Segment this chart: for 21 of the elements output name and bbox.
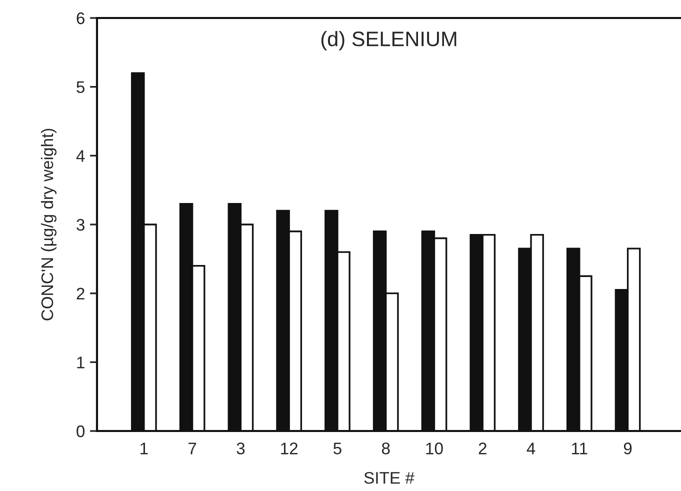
y-tick-label: 6 — [76, 12, 84, 24]
x-tick-label: 12 — [281, 442, 298, 454]
x-tick-label: 11 — [572, 442, 588, 454]
y-tick-label: 1 — [77, 356, 84, 368]
y-tick-label: 4 — [76, 150, 85, 162]
y-tick-label: 0 — [76, 425, 85, 438]
y-tick-label: 5 — [76, 81, 84, 94]
y-tick-label: 2 — [76, 288, 84, 300]
x-tick-label: 5 — [334, 442, 342, 454]
x-tick-label: 8 — [382, 442, 390, 454]
x-tick-label: 1 — [140, 442, 148, 454]
x-tick-label: 4 — [526, 442, 536, 454]
text: (d) SELENIUM — [321, 31, 456, 50]
y-tick-label: 3 — [76, 218, 84, 231]
x-tick-label: 2 — [478, 442, 486, 454]
y-axis-title: CONC'N (µg/g dry weight) — [40, 128, 56, 320]
x-tick-label: 9 — [624, 442, 632, 454]
x-axis-title: SITE # — [364, 472, 414, 484]
x-tick-label: 10 — [426, 442, 443, 454]
x-tick-label: 3 — [236, 442, 245, 454]
x-tick-label: 7 — [188, 442, 196, 454]
